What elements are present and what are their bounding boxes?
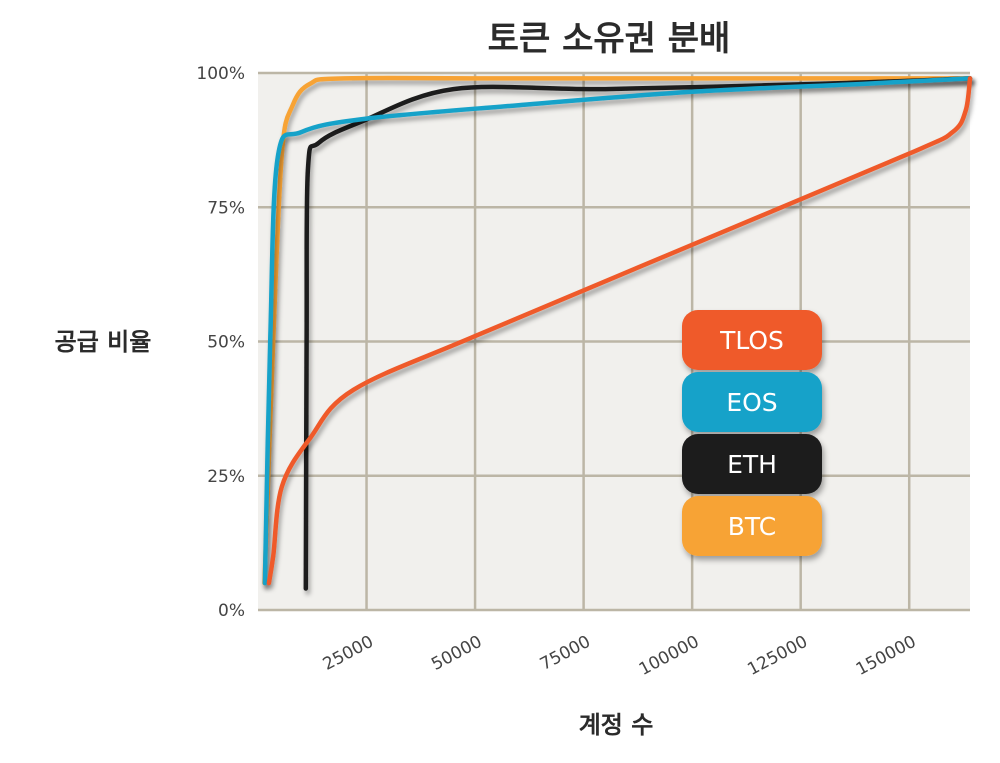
x-tick-label: 75000 [537, 632, 594, 675]
y-axis-label: 공급 비율 [55, 327, 152, 356]
x-tick-label: 50000 [428, 632, 485, 675]
legend-item-btc: BTC [682, 496, 822, 556]
y-tick-label: 100% [196, 64, 245, 84]
y-axis-ticks: 0% 25% 50% 75% 100% [196, 64, 245, 621]
legend-swatch [682, 310, 822, 370]
x-axis-ticks: 25000 50000 75000 100000 125000 150000 [320, 632, 920, 680]
legend-swatch [682, 496, 822, 556]
legend-label: EOS [726, 388, 777, 417]
series-group [262, 75, 973, 591]
legend-swatch [682, 372, 822, 432]
y-tick-label: 0% [218, 601, 245, 621]
grid [258, 71, 970, 612]
legend: TLOS EOS ETH BTC [682, 310, 822, 556]
legend-item-eth: ETH [682, 434, 822, 494]
chart-title: 토큰 소유권 분배 [488, 19, 731, 59]
y-tick-label: 75% [207, 198, 245, 218]
x-tick-label: 125000 [744, 632, 811, 680]
x-tick-label: 150000 [853, 632, 920, 680]
series-line-eos [262, 76, 973, 586]
series-line-tlos [266, 76, 973, 586]
legend-label: BTC [728, 512, 776, 541]
x-axis-label: 계정 수 [579, 710, 654, 739]
x-tick-label: 25000 [320, 632, 377, 675]
y-tick-label: 25% [207, 467, 245, 487]
legend-item-eos: EOS [682, 372, 822, 432]
legend-item-tlos: TLOS [682, 310, 822, 370]
y-tick-label: 50% [207, 333, 245, 353]
x-tick-label: 100000 [636, 632, 703, 680]
series-line-btc [262, 75, 973, 586]
legend-label: ETH [727, 450, 777, 479]
legend-swatch [682, 434, 822, 494]
legend-label: TLOS [719, 326, 784, 355]
